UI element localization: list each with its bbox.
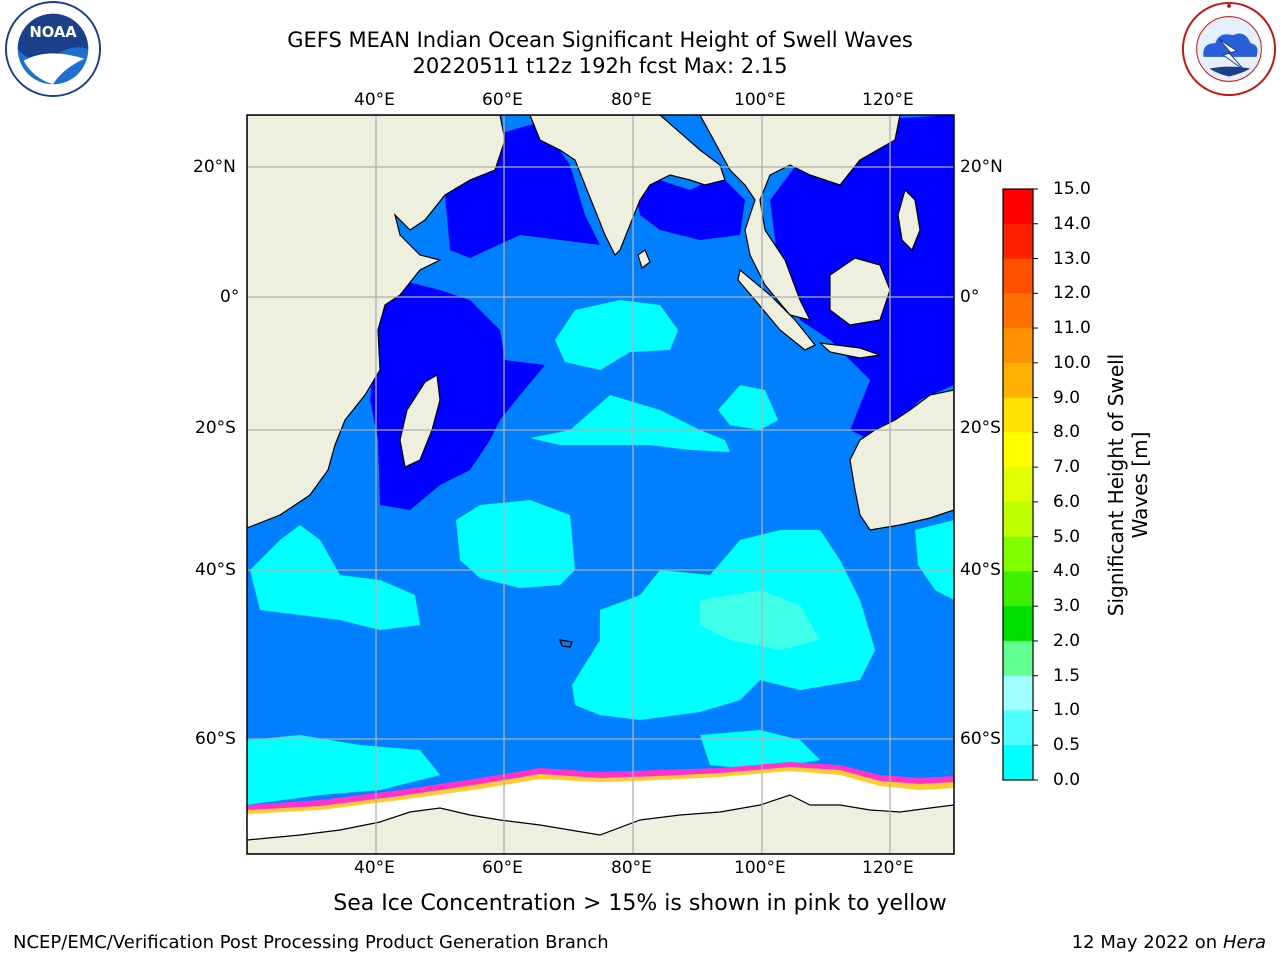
colorbar-label: 0.5	[1053, 735, 1081, 756]
lat-tick-right-60S: 60°S	[960, 729, 1001, 749]
swell-1-1p5-south-east	[915, 520, 954, 600]
footer-host: Hera	[1222, 932, 1266, 953]
lon-tick-top-80E: 80°E	[611, 90, 652, 110]
colorbar-segment	[1003, 710, 1033, 746]
colorbar-segment	[1003, 362, 1033, 399]
colorbar-label: 2.0	[1053, 630, 1081, 651]
colorbar-label: 9.0	[1053, 387, 1081, 408]
colorbar-label: 13.0	[1053, 248, 1091, 269]
colorbar-label: 11.0	[1053, 318, 1091, 339]
swell-0-0p5-bay-of-bengal	[635, 175, 745, 240]
lat-tick-left-0: 0°	[220, 287, 240, 307]
colorbar-segment	[1003, 293, 1033, 329]
colorbar-label: 7.0	[1053, 457, 1081, 478]
lat-tick-left-20S: 20°S	[195, 418, 236, 438]
colorbar	[1003, 189, 1033, 781]
colorbar-ticks	[1033, 188, 1038, 781]
colorbar-segment	[1003, 745, 1033, 781]
colorbar-frame	[1002, 188, 1034, 781]
swell-1-1p5-east	[718, 385, 778, 430]
lat-tick-right-20N: 20°N	[960, 157, 1003, 177]
swell-1-1p5-equatorial	[555, 300, 678, 370]
noaa-logo: NOAA	[4, 0, 102, 98]
colorbar-segment	[1003, 189, 1033, 225]
colorbar-label: 12.0	[1053, 283, 1091, 304]
footer-date-text: 12 May 2022 on	[1071, 932, 1218, 953]
land-sri-lanka	[637, 249, 651, 269]
colorbar-label: 15.0	[1053, 179, 1091, 199]
colorbar-title: Significant Height of Swell Waves [m]	[1104, 354, 1152, 616]
land-philippines	[897, 188, 921, 252]
map-subtitle: 20220511 t12z 192h fcst Max: 2.15	[412, 54, 788, 78]
colorbar-segment	[1003, 536, 1033, 572]
lon-tick-top-40E: 40°E	[354, 90, 395, 110]
land-sumatra	[737, 268, 816, 351]
swell-1-1p5-southern-band	[247, 735, 440, 805]
lon-tick-bottom-100E: 100°E	[734, 858, 786, 878]
land-kerguelen	[558, 639, 573, 648]
lat-tick-right-40S: 40°S	[960, 560, 1001, 580]
colorbar-label: 1.5	[1053, 665, 1081, 686]
map-layers	[247, 115, 954, 854]
footer-date: 12 May 2022 on Hera	[1072, 932, 1266, 954]
lon-tick-bottom-80E: 80°E	[611, 858, 652, 878]
swell-1-1p5-southern-mid	[700, 730, 820, 770]
colorbar-segment	[1003, 606, 1033, 642]
lon-tick-bottom-120E: 120°E	[862, 858, 914, 878]
colorbar-segment	[1003, 258, 1033, 294]
colorbar-segment	[1003, 223, 1033, 260]
map-title: GEFS MEAN Indian Ocean Significant Heigh…	[287, 28, 913, 52]
colorbar-label: 8.0	[1053, 422, 1081, 443]
lon-tick-top-120E: 120°E	[862, 90, 914, 110]
lat-tick-right-20S: 20°S	[960, 418, 1001, 438]
map-frame	[246, 114, 955, 855]
colorbar-label: 4.0	[1053, 561, 1081, 582]
swell-1-1p5-south-africa	[250, 525, 420, 630]
lat-tick-left-40S: 40°S	[195, 560, 236, 580]
colorbar-segment	[1003, 571, 1033, 607]
land-antarctica	[247, 794, 954, 854]
swell-1-1p5-south-west	[456, 500, 575, 588]
colorbar-label: 1.0	[1053, 700, 1081, 721]
lat-tick-left-20N: 20°N	[193, 157, 236, 177]
lon-tick-bottom-60E: 60°E	[482, 858, 523, 878]
colorbar-segment	[1003, 640, 1033, 677]
colorbar-label: 5.0	[1053, 526, 1081, 547]
colorbar-segment	[1003, 432, 1033, 468]
colorbar-title-line1: Significant Height of Swell	[1104, 353, 1128, 617]
colorbar-segment	[1003, 467, 1033, 503]
swell-1-1p5-central	[530, 395, 730, 452]
swell-1p5-2-patch	[700, 590, 820, 650]
colorbar-label: 10.0	[1053, 352, 1091, 373]
svg-text:NOAA: NOAA	[29, 24, 77, 41]
colorbar-label: 0.0	[1053, 770, 1081, 790]
lon-tick-bottom-40E: 40°E	[354, 858, 395, 878]
colorbar-label: 3.0	[1053, 596, 1081, 617]
colorbar-segment	[1003, 675, 1033, 711]
lat-tick-left-60S: 60°S	[195, 729, 236, 749]
land-australia	[849, 389, 954, 531]
colorbar-label: 6.0	[1053, 491, 1081, 512]
colorbar-segment	[1003, 328, 1033, 364]
colorbar-segment	[1003, 501, 1033, 538]
nws-logo	[1181, 1, 1277, 97]
land-madagascar	[399, 374, 441, 468]
land-southeast-asia	[699, 115, 901, 321]
colorbar-segment	[1003, 397, 1033, 433]
graticule	[247, 115, 954, 854]
sea-ice-note: Sea Ice Concentration > 15% is shown in …	[333, 891, 947, 916]
footer-credit: NCEP/EMC/Verification Post Processing Pr…	[13, 932, 609, 953]
colorbar-title-line2: Waves [m]	[1128, 431, 1152, 539]
land-borneo	[829, 257, 891, 326]
lat-tick-right-0: 0°	[960, 287, 980, 307]
colorbar-label: 14.0	[1053, 213, 1091, 234]
land-java	[818, 342, 881, 359]
lon-tick-top-100E: 100°E	[734, 90, 786, 110]
lon-tick-top-60E: 60°E	[482, 90, 523, 110]
